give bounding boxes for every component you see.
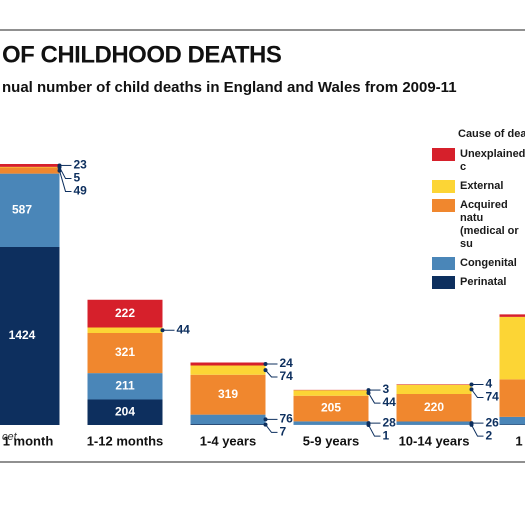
callout-line <box>368 392 381 404</box>
bar-segment <box>0 173 60 247</box>
bar-segment <box>499 379 525 417</box>
bar-segment <box>499 424 525 425</box>
value-label: 74 <box>280 369 294 383</box>
x-tick-label: 1-4 years <box>200 433 256 448</box>
bar-segment <box>499 416 525 425</box>
value-label: 204 <box>115 404 135 418</box>
value-label: 211 <box>115 378 135 392</box>
chart-title: OF CHILDHOOD DEATHS <box>2 41 282 68</box>
legend-item: Congenital <box>432 257 525 270</box>
value-label: 49 <box>74 184 88 198</box>
callout-line <box>265 369 278 378</box>
legend-label: Congenital <box>460 257 517 269</box>
bar-segment <box>396 421 472 425</box>
bar-segment <box>499 316 525 380</box>
bar-segment <box>0 166 60 168</box>
bar-segment <box>190 374 266 415</box>
bar-segment <box>87 327 163 333</box>
legend-label: Unexplained c <box>460 148 525 173</box>
bar-segment <box>190 424 266 425</box>
value-label: 5 <box>74 171 81 185</box>
value-label: 44 <box>383 395 397 409</box>
x-tick-label: 1 month <box>3 433 54 448</box>
x-tick-label: 1 <box>515 433 522 448</box>
bar-segment <box>499 314 525 317</box>
value-label: 1 <box>383 428 390 442</box>
bar-segment <box>0 247 60 425</box>
callout-line <box>59 166 72 179</box>
legend-item: Acquired natu (medical or su <box>432 199 525 251</box>
value-label: 44 <box>177 322 191 336</box>
value-label: 23 <box>74 158 88 172</box>
callout-line <box>59 170 72 192</box>
legend-swatch <box>432 257 455 270</box>
legend-item: Unexplained c <box>432 148 525 174</box>
value-label: 4 <box>486 377 493 391</box>
legend-swatch <box>432 199 455 212</box>
x-tick-label: 1-12 months <box>87 433 164 448</box>
value-label: 74 <box>486 390 500 404</box>
bar-segment <box>293 390 369 396</box>
value-label: 3 <box>383 382 390 396</box>
bar-segment <box>190 365 266 375</box>
legend-label: External <box>460 180 504 192</box>
legend-swatch <box>432 180 455 193</box>
value-label: 24 <box>280 356 294 370</box>
legend-swatch <box>432 148 455 161</box>
callout-line <box>471 424 484 437</box>
value-label: 2 <box>486 428 493 442</box>
bar-segment <box>0 164 60 167</box>
bar-segment <box>87 373 163 400</box>
value-label: 220 <box>424 400 444 414</box>
bar-segment <box>190 414 266 425</box>
bar-segment <box>293 421 369 425</box>
legend-item: External <box>432 180 525 193</box>
legend-title: Cause of deat <box>458 128 525 140</box>
chart-subtitle: nual number of child deaths in England a… <box>2 79 457 96</box>
value-label: 76 <box>280 412 294 426</box>
bar-segment <box>87 399 163 425</box>
bar-segment <box>293 395 369 422</box>
value-label: 26 <box>486 415 500 429</box>
value-label: 587 <box>12 202 32 216</box>
callout-line <box>368 424 381 437</box>
value-label: 7 <box>280 425 287 439</box>
bar-segment <box>396 394 472 422</box>
x-tick-label: 5-9 years <box>303 433 359 448</box>
bar-segment <box>87 333 163 374</box>
value-label: 321 <box>115 345 135 359</box>
bar-segment <box>0 167 60 174</box>
legend-item: Perinatal <box>432 276 525 289</box>
callout-line <box>471 389 484 398</box>
value-label: 1424 <box>9 328 36 342</box>
source: cet <box>2 431 18 443</box>
x-tick-label: 10-14 years <box>399 433 470 448</box>
value-label: 319 <box>218 387 238 401</box>
legend-label: Perinatal <box>460 276 507 288</box>
bar-segment <box>396 384 472 385</box>
legend: Cause of deat Unexplained c External Acqui… <box>432 128 525 295</box>
bar-segment <box>87 299 163 328</box>
legend-swatch <box>432 276 455 289</box>
legend-label: Acquired natu (medical or su <box>460 199 519 250</box>
callout-line <box>265 424 278 433</box>
value-label: 28 <box>383 415 397 429</box>
value-label: 205 <box>321 401 341 415</box>
bar-segment <box>190 362 266 366</box>
value-label: 222 <box>115 306 135 320</box>
bar-segment <box>396 384 472 394</box>
